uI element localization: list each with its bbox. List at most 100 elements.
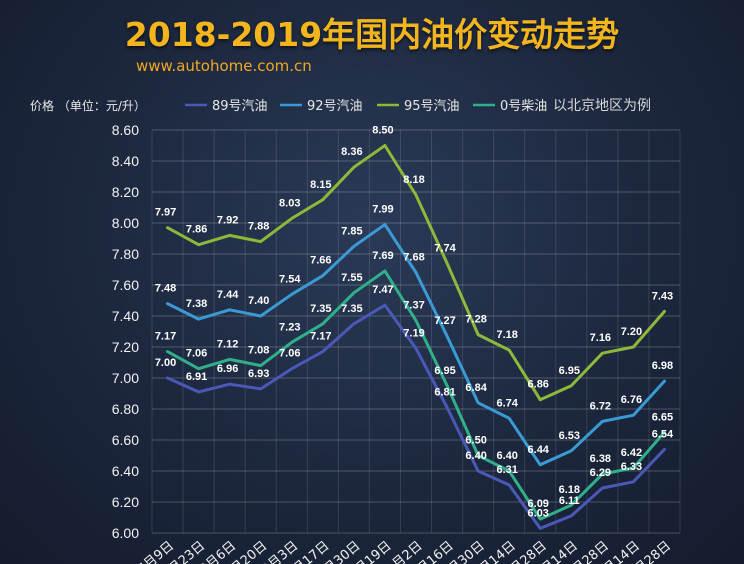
legend-label: 89号汽油 xyxy=(212,99,268,114)
data-label: 8.36 xyxy=(341,146,362,158)
data-label: 6.50 xyxy=(465,435,486,447)
y-tick-label: 7.80 xyxy=(112,246,139,262)
y-axis: 6.00 6.20 6.40 6.60 6.80 7.00 7.20 7.40 7.60 7.80… xyxy=(112,122,139,541)
data-label: 7.99 xyxy=(372,204,393,216)
data-label: 6.72 xyxy=(590,400,611,412)
series-lines xyxy=(166,144,666,530)
data-label: 6.40 xyxy=(465,450,486,462)
data-label: 7.27 xyxy=(434,315,455,327)
data-label: 7.23 xyxy=(279,321,300,333)
y-tick-label: 6.00 xyxy=(112,525,139,541)
y-tick-label: 8.40 xyxy=(112,153,139,169)
data-label: 7.97 xyxy=(155,207,176,219)
data-label: 6.54 xyxy=(652,428,674,440)
data-label: 8.18 xyxy=(403,174,424,186)
data-label: 6.33 xyxy=(621,461,642,473)
data-label: 7.44 xyxy=(217,289,239,301)
data-label: 7.18 xyxy=(496,329,517,341)
data-label: 6.96 xyxy=(217,363,238,375)
data-label: 8.50 xyxy=(372,125,393,137)
series-line xyxy=(166,144,666,402)
data-label: 6.93 xyxy=(248,368,269,380)
data-label: 6.65 xyxy=(652,411,673,423)
data-label: 6.95 xyxy=(434,365,455,377)
y-tick-label: 7.60 xyxy=(112,277,139,293)
legend: 89号汽油 92号汽油 95号汽油 0号柴油 xyxy=(185,99,547,114)
data-label: 7.85 xyxy=(341,225,362,237)
data-label: 7.43 xyxy=(652,290,673,302)
data-label: 6.91 xyxy=(186,371,207,383)
data-label: 7.35 xyxy=(341,303,362,315)
data-label: 7.69 xyxy=(372,250,393,262)
series-line xyxy=(166,303,666,530)
data-label: 7.19 xyxy=(403,328,424,340)
y-tick-label: 8.00 xyxy=(112,215,139,231)
data-label: 7.37 xyxy=(403,300,424,312)
data-label: 7.38 xyxy=(186,298,207,310)
data-label: 6.81 xyxy=(434,386,455,398)
data-label: 6.76 xyxy=(621,394,642,406)
data-label: 7.48 xyxy=(155,283,176,295)
data-label: 7.68 xyxy=(403,252,424,264)
data-label: 6.95 xyxy=(559,365,580,377)
data-label: 7.08 xyxy=(248,345,269,357)
y-tick-label: 6.60 xyxy=(112,432,139,448)
data-label: 7.17 xyxy=(310,331,331,343)
data-label: 6.42 xyxy=(621,447,642,459)
y-tick-label: 8.60 xyxy=(112,122,139,138)
watermark-url: www.autohome.com.cn xyxy=(136,57,312,75)
data-label: 6.29 xyxy=(590,467,611,479)
data-label: 7.16 xyxy=(590,332,611,344)
data-label: 7.47 xyxy=(372,284,393,296)
y-tick-label: 7.40 xyxy=(112,308,139,324)
data-label: 7.35 xyxy=(310,303,331,315)
legend-label: 92号汽油 xyxy=(307,99,363,114)
x-tick-label: 7月9日 xyxy=(135,539,177,564)
y-tick-label: 7.00 xyxy=(112,370,139,386)
data-label: 6.09 xyxy=(528,498,549,510)
series-line xyxy=(166,223,666,467)
data-label: 6.84 xyxy=(465,382,487,394)
series-line xyxy=(166,269,666,521)
data-label: 6.98 xyxy=(652,360,673,372)
y-axis-title: 价格 （单位：元/升） xyxy=(30,98,146,113)
data-label: 7.06 xyxy=(279,348,300,360)
data-label: 7.40 xyxy=(248,295,269,307)
data-label: 7.66 xyxy=(310,255,331,267)
y-tick-label: 7.20 xyxy=(112,339,139,355)
grid xyxy=(151,129,681,534)
data-label: 6.74 xyxy=(496,397,518,409)
data-label: 6.38 xyxy=(590,453,611,465)
data-label: 8.15 xyxy=(310,179,331,191)
data-label: 7.06 xyxy=(186,348,207,360)
data-label: 6.11 xyxy=(559,495,580,507)
y-tick-label: 6.80 xyxy=(112,401,139,417)
data-label: 6.86 xyxy=(528,379,549,391)
y-tick-label: 8.20 xyxy=(112,184,139,200)
data-label: 7.92 xyxy=(217,214,238,226)
data-label: 7.20 xyxy=(621,326,642,338)
data-label: 7.00 xyxy=(155,357,176,369)
data-label: 7.88 xyxy=(248,221,269,233)
y-tick-label: 6.20 xyxy=(112,494,139,510)
data-label: 7.54 xyxy=(279,273,301,285)
data-label: 7.12 xyxy=(217,338,238,350)
data-label: 6.53 xyxy=(559,430,580,442)
data-label: 6.31 xyxy=(496,464,517,476)
data-label: 8.03 xyxy=(279,197,300,209)
x-axis: 7月9日7月23日8月6日8月20日9月3日9月17日9月30日10月19日11… xyxy=(135,539,674,564)
data-label: 7.86 xyxy=(186,224,207,236)
legend-label: 0号柴油 xyxy=(500,99,547,114)
data-label: 7.55 xyxy=(341,272,362,284)
chart-title: 2018-2019年国内油价变动走势 xyxy=(124,15,620,54)
legend-label: 95号汽油 xyxy=(404,99,460,114)
y-tick-label: 6.40 xyxy=(112,463,139,479)
data-label: 7.74 xyxy=(434,242,456,254)
data-label: 7.17 xyxy=(155,331,176,343)
data-label: 7.28 xyxy=(465,314,486,326)
region-note: 以北京地区为例 xyxy=(553,98,651,114)
data-label: 6.18 xyxy=(559,484,580,496)
data-label: 6.40 xyxy=(496,450,517,462)
data-label: 6.44 xyxy=(528,444,550,456)
